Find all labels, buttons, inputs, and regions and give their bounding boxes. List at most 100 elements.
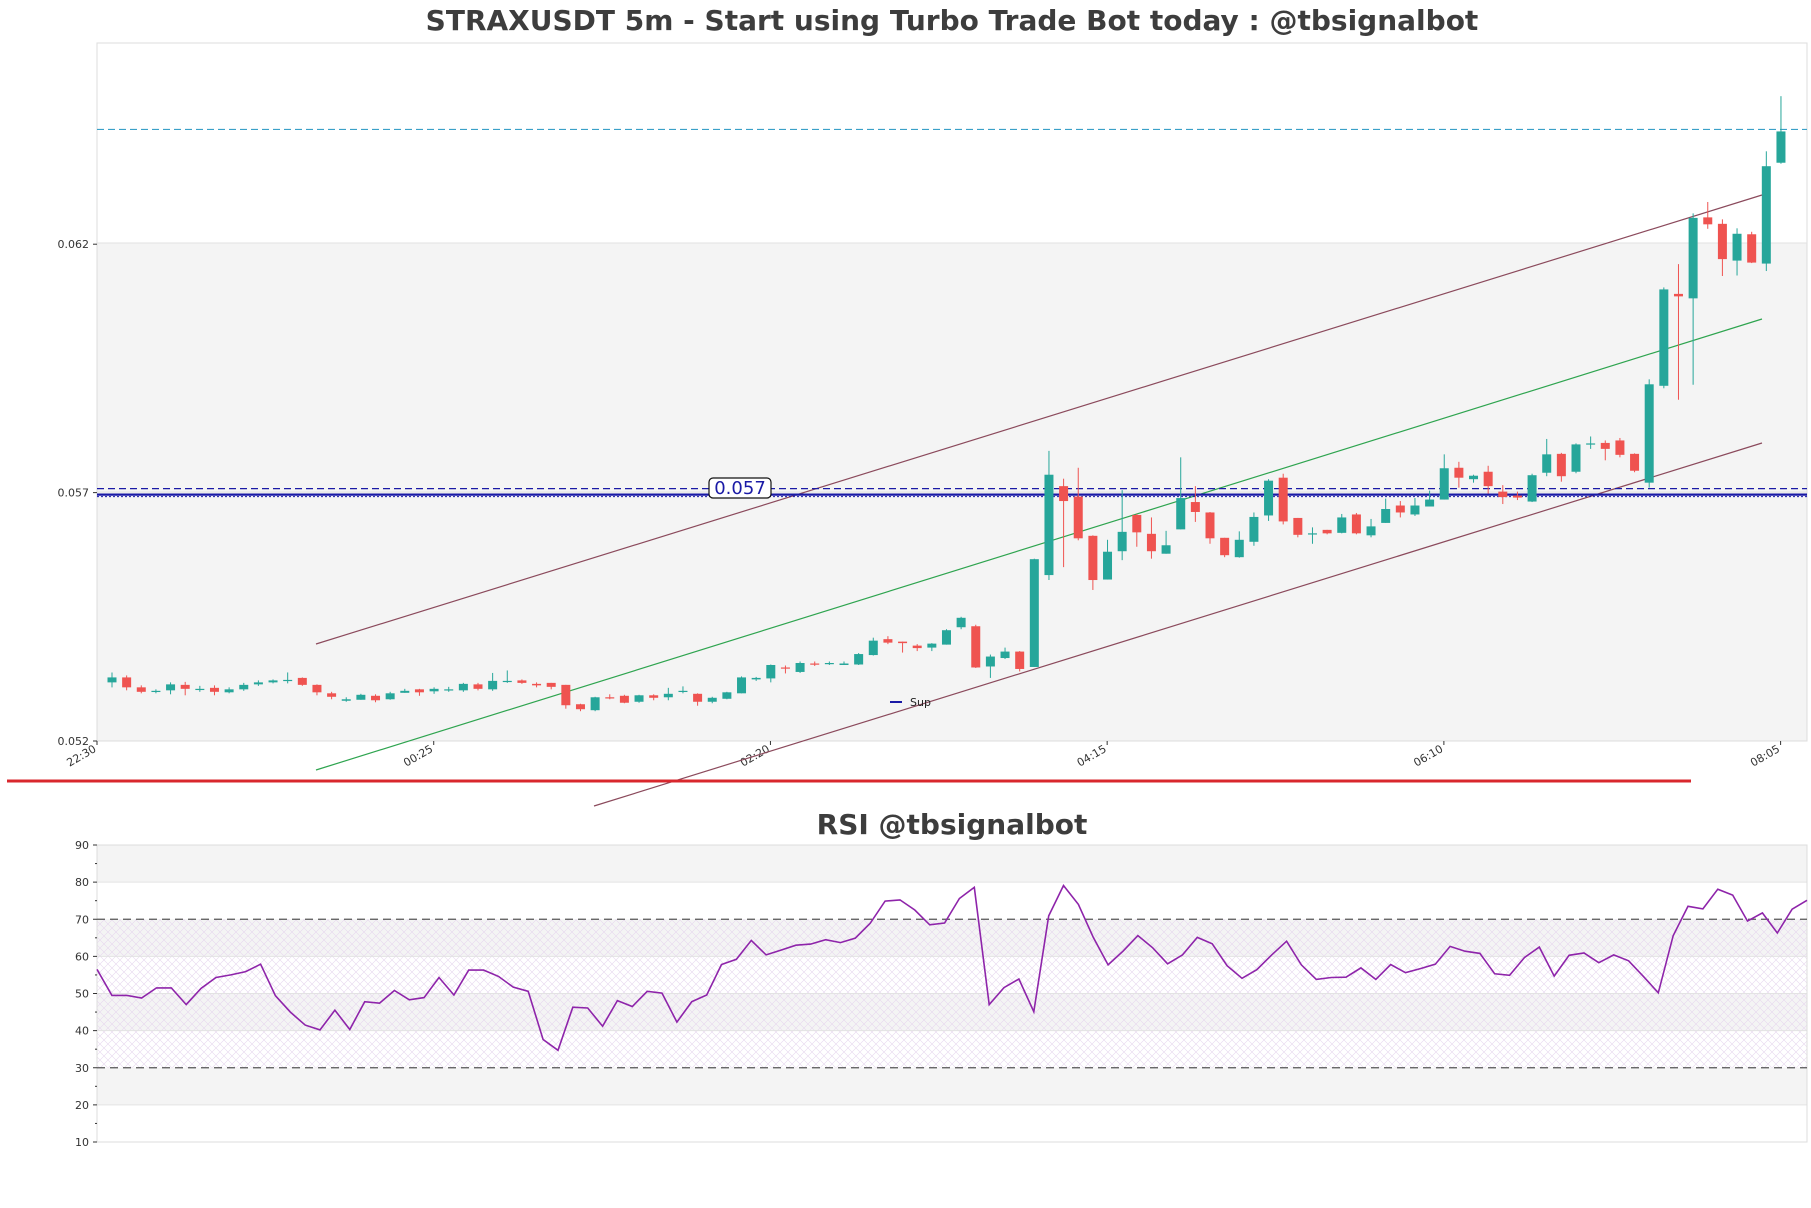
time-tick-label: 04:15: [1075, 742, 1109, 769]
candle-body: [458, 683, 468, 691]
candle-body: [1410, 505, 1420, 515]
candle-body: [1000, 651, 1010, 659]
candle: [985, 654, 995, 678]
candle: [1381, 498, 1391, 523]
time-tick-label: 08:05: [1748, 742, 1782, 769]
candle: [854, 653, 864, 665]
candle-body: [1673, 293, 1683, 297]
candle: [1425, 490, 1435, 507]
candle-body: [356, 694, 366, 700]
candle: [1000, 647, 1010, 660]
candle-body: [239, 684, 249, 690]
candle: [883, 636, 893, 645]
candle-body: [414, 689, 424, 693]
candle: [517, 679, 527, 684]
candle: [1220, 537, 1230, 558]
candle-body: [1498, 491, 1508, 498]
candle: [1630, 453, 1640, 473]
candle: [1073, 467, 1083, 541]
candle: [327, 691, 337, 700]
candle-body: [136, 687, 146, 692]
candle: [1015, 651, 1025, 672]
candle: [737, 676, 747, 694]
candle-body: [166, 684, 176, 691]
candle-body: [956, 617, 966, 628]
candle: [1117, 490, 1127, 561]
candle-body: [1351, 514, 1361, 534]
candle-body: [854, 654, 864, 665]
candle: [1571, 443, 1581, 474]
candle-body: [253, 682, 263, 685]
candle: [1132, 513, 1142, 547]
rsi-bands: [97, 845, 1807, 1106]
candle-body: [1205, 512, 1215, 539]
candle: [429, 687, 439, 694]
price-panel-frame: [96, 42, 1808, 742]
candle-body: [810, 663, 820, 665]
candle: [1264, 479, 1274, 521]
channel-upper-line: [315, 194, 1763, 645]
candle: [1454, 461, 1464, 488]
rsi-panel: 10 20 30 40 50 60 70 80 90: [75, 839, 1808, 1149]
rsi-tick-label: 50: [75, 988, 89, 1001]
candle-body: [824, 663, 834, 665]
candle-body: [1381, 508, 1391, 523]
candle-body: [209, 687, 219, 692]
candle: [239, 682, 249, 691]
candle-body: [1586, 443, 1596, 445]
candle-body: [224, 689, 234, 693]
candle-body: [941, 630, 951, 645]
price-tick-label: 0.062: [58, 238, 90, 251]
time-tick-label: 06:10: [1411, 742, 1445, 769]
candle-body: [1483, 471, 1493, 487]
candle: [341, 697, 351, 702]
candle-body: [751, 677, 761, 680]
candle-body: [868, 640, 878, 656]
candle-body: [649, 695, 659, 698]
candle-body: [195, 688, 205, 691]
rsi-tick-label: 20: [75, 1099, 89, 1112]
candle: [209, 685, 219, 696]
candle-body: [1234, 539, 1244, 558]
candle: [751, 676, 761, 681]
candle-body: [1088, 535, 1098, 581]
candle: [1483, 465, 1493, 494]
candle-body: [575, 704, 585, 710]
candle: [1249, 512, 1259, 546]
candle-body: [883, 639, 893, 643]
candle-body: [1029, 559, 1039, 667]
candle-body: [1220, 537, 1230, 556]
rsi-band: [97, 845, 1807, 883]
rsi-tick-label: 30: [75, 1062, 89, 1075]
candle-body: [312, 684, 322, 693]
candle: [795, 661, 805, 673]
candle: [1044, 450, 1054, 581]
candle-body: [707, 697, 717, 702]
candle-body: [1073, 496, 1083, 539]
candle-body: [1600, 442, 1610, 449]
candle-body: [1688, 217, 1698, 299]
candle-body: [546, 682, 556, 687]
candle-body: [1615, 440, 1625, 455]
candle-body: [1571, 444, 1581, 472]
candle: [283, 672, 293, 684]
candle-body: [1103, 551, 1113, 580]
candle: [1703, 201, 1713, 229]
candle: [1527, 473, 1537, 503]
candle-body: [1059, 486, 1069, 502]
candle: [1366, 518, 1376, 538]
candle: [122, 675, 132, 691]
candle: [356, 693, 366, 700]
candle: [195, 685, 205, 692]
candle: [868, 637, 878, 656]
rsi-tick-label: 80: [75, 876, 89, 889]
candle-body: [473, 684, 483, 689]
candle: [107, 672, 117, 688]
candle: [956, 616, 966, 630]
channel-lower-line: [593, 442, 1763, 807]
rsi-band: [97, 1067, 1807, 1105]
rsi-tick-label: 90: [75, 839, 89, 852]
candle: [1337, 513, 1347, 534]
candle: [1351, 512, 1361, 535]
